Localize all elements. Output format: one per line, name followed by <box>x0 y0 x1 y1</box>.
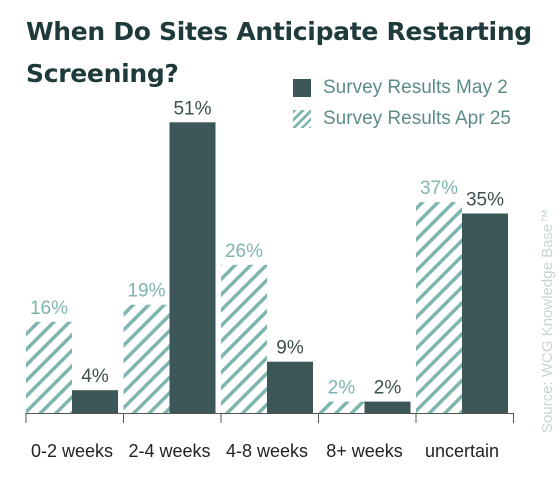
bar-apr25-1 <box>123 304 170 413</box>
bar-may2-3 <box>364 401 411 413</box>
legend-swatch-solid <box>293 79 311 97</box>
legend-item-may2: Survey Results May 2 <box>293 77 508 99</box>
bar-may2-4 <box>462 213 508 413</box>
legend-item-apr25: Survey Results Apr 25 <box>293 108 511 130</box>
data-label-may2-0: 4% <box>81 366 109 387</box>
legend-label-apr25: Survey Results Apr 25 <box>323 108 511 129</box>
data-label-may2-1: 51% <box>173 98 211 119</box>
chart-title-line-1: When Do Sites Anticipate Restarting <box>26 17 532 46</box>
legend-swatch-hatched <box>293 110 311 128</box>
data-label-may2-4: 35% <box>466 190 504 211</box>
legend-label-may2: Survey Results May 2 <box>323 77 508 98</box>
chart-title-line-2: Screening? <box>26 59 179 88</box>
category-label-0: 0-2 weeks <box>31 441 113 461</box>
data-label-apr25-3: 2% <box>328 378 356 399</box>
bar-apr25-2 <box>221 264 267 413</box>
bar-may2-2 <box>267 361 313 413</box>
bar-may2-0 <box>72 390 118 413</box>
bar-apr25-0 <box>26 321 72 413</box>
data-label-may2-3: 2% <box>374 378 402 399</box>
source-note: Source: WCG Knowledge Base™ <box>539 208 556 433</box>
data-label-apr25-0: 16% <box>30 298 68 319</box>
bar-apr25-4 <box>416 202 462 413</box>
data-label-apr25-4: 37% <box>420 178 458 199</box>
category-label-4: uncertain <box>425 441 499 461</box>
bar-apr25-3 <box>318 401 365 413</box>
data-label-apr25-2: 26% <box>225 241 263 262</box>
data-label-may2-2: 9% <box>276 338 304 359</box>
category-label-3: 8+ weeks <box>326 441 403 461</box>
category-label-1: 2-4 weeks <box>128 441 210 461</box>
category-label-2: 4-8 weeks <box>226 441 308 461</box>
data-label-apr25-1: 19% <box>127 281 165 302</box>
bar-may2-1 <box>169 122 216 414</box>
